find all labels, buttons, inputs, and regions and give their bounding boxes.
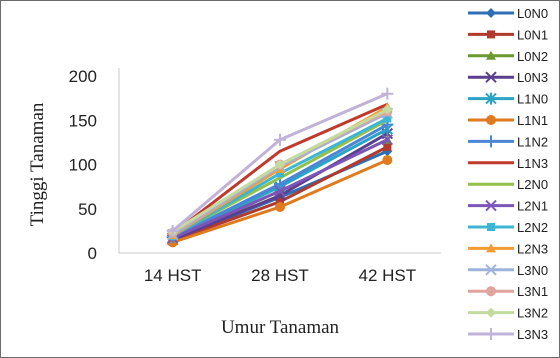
legend-item-l0n1: L0N1 — [468, 27, 548, 42]
legend-marker — [485, 92, 497, 105]
data-point — [382, 104, 393, 115]
legend-label: L3N0 — [517, 263, 548, 278]
data-point — [382, 155, 393, 166]
legend-item-l3n1: L3N1 — [468, 284, 548, 299]
legend-marker — [485, 199, 497, 212]
data-point — [275, 159, 285, 170]
legend-marker — [485, 264, 497, 276]
legend-item-l1n2: L1N2 — [468, 134, 548, 149]
legend: L0N0 L0N1 L0N2 L0N3 L1N0 L1N1 L1N2 L1N3 L2N0 L2N1… — [468, 6, 548, 342]
legend-item-l2n1: L2N1 — [468, 199, 548, 214]
legend-item-l3n3: L3N3 — [468, 327, 548, 342]
legend-item-l1n0: L1N0 — [468, 92, 548, 107]
legend-label: L2N2 — [517, 220, 548, 235]
y-tick-label: 200 — [69, 67, 97, 86]
legend-marker — [485, 328, 497, 340]
x-axis-title: Umur Tanaman — [221, 317, 340, 338]
legend-marker — [485, 135, 497, 148]
legend-label: L1N3 — [517, 156, 548, 171]
legend-item-l0n2: L0N2 — [468, 49, 548, 64]
legend-label: L2N1 — [517, 199, 548, 214]
legend-marker — [486, 8, 496, 18]
data-point — [381, 134, 394, 146]
series-l2n3 — [167, 101, 393, 240]
y-axis-title: Tinggi Tanaman — [27, 102, 48, 226]
data-point — [275, 201, 285, 212]
legend-marker — [486, 115, 496, 125]
legend-item-l1n3: L1N3 — [468, 156, 548, 171]
legend-label: L0N0 — [517, 6, 548, 21]
legend-label: L0N2 — [517, 49, 548, 64]
y-tick-label: 50 — [78, 200, 97, 219]
x-tick-label: 42 HST — [359, 266, 417, 285]
data-point — [274, 133, 286, 146]
series-l1n3 — [171, 102, 388, 235]
legend-marker — [487, 30, 495, 39]
legend-item-l2n2: L2N2 — [468, 220, 548, 235]
legend-item-l0n0: L0N0 — [468, 6, 548, 21]
legend-marker — [487, 223, 495, 231]
legend-label: L2N3 — [517, 241, 548, 256]
data-point — [166, 224, 179, 237]
legend-item-l1n1: L1N1 — [468, 113, 548, 128]
legend-label: L1N2 — [517, 134, 548, 149]
data-point — [274, 185, 286, 197]
legend-label: L3N2 — [517, 306, 548, 321]
legend-label: L0N1 — [517, 27, 548, 42]
legend-marker — [486, 307, 496, 318]
y-tick-label: 150 — [69, 111, 97, 130]
data-point — [383, 114, 392, 123]
legend-marker — [486, 50, 496, 60]
x-tick-label: 28 HST — [251, 266, 309, 285]
legend-item-l0n3: L0N3 — [468, 70, 548, 85]
data-point — [383, 142, 392, 151]
legend-label: L1N1 — [517, 113, 548, 128]
chart-axes: 0 50 100 150 200 14 HST 28 HST 42 HST — [69, 67, 441, 285]
series-l3n3 — [166, 87, 394, 237]
data-point — [276, 197, 284, 206]
legend-label: L0N3 — [517, 70, 548, 85]
legend-marker — [486, 286, 496, 297]
legend-marker — [486, 243, 496, 253]
legend-item-l2n3: L2N3 — [468, 241, 548, 256]
legend-item-l3n2: L3N2 — [468, 306, 548, 321]
legend-label: L3N1 — [517, 284, 548, 299]
y-tick-label: 100 — [69, 156, 97, 175]
legend-label: L3N3 — [517, 327, 548, 342]
legend-label: L2N0 — [517, 177, 548, 192]
data-point — [274, 177, 286, 190]
data-point — [276, 169, 284, 178]
legend-item-l2n0: L2N0 — [468, 177, 548, 192]
legend-label: L1N0 — [517, 92, 548, 107]
series-line — [171, 102, 388, 235]
y-tick-label: 0 — [88, 244, 97, 263]
legend-marker — [485, 71, 497, 83]
data-point — [381, 87, 394, 100]
x-tick-label: 14 HST — [144, 266, 202, 285]
legend-item-l3n0: L3N0 — [468, 263, 548, 278]
series-layer — [166, 87, 394, 248]
